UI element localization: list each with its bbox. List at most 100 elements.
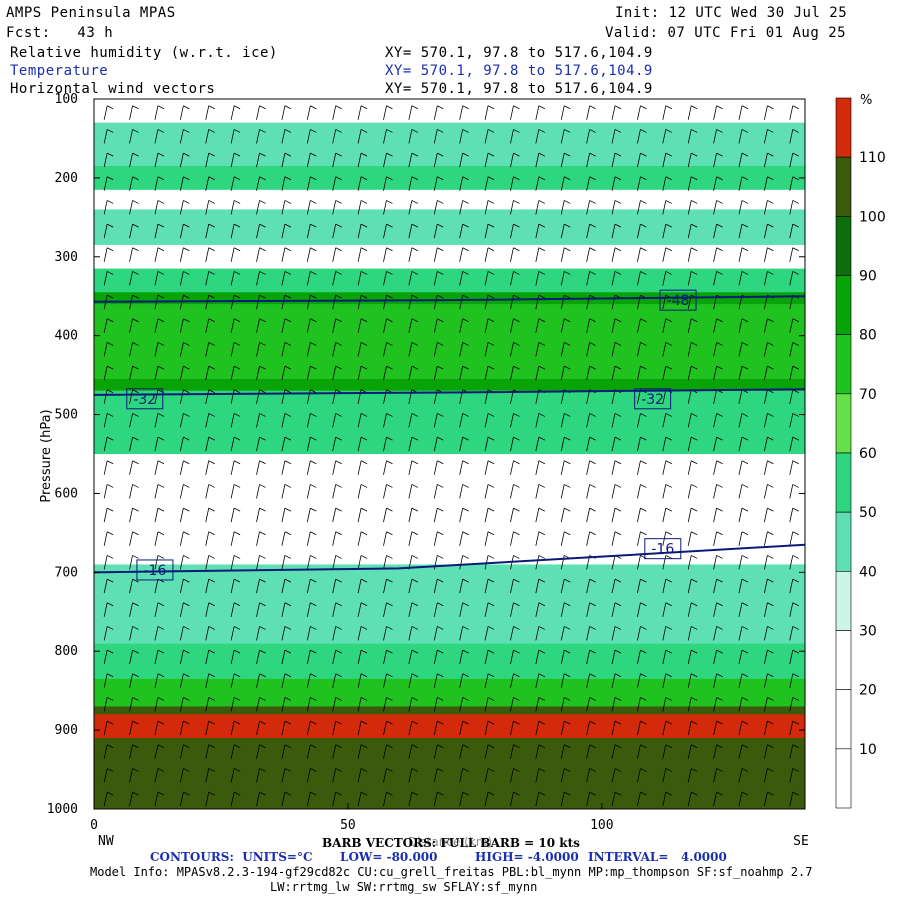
wind-barb bbox=[535, 744, 546, 759]
init-time: Init: 12 UTC Wed 30 Jul 25 bbox=[615, 5, 848, 21]
wind-barb bbox=[306, 460, 317, 475]
model-info: Model Info: MPASv8.2.3-194-gf29cd82c CU:… bbox=[90, 865, 813, 879]
wind-barb bbox=[205, 460, 215, 475]
barb-note: BARB VECTORS: FULL BARB = 10 kts bbox=[322, 836, 580, 850]
wind-barb bbox=[611, 626, 622, 641]
wind-barb bbox=[459, 507, 469, 523]
wind-barb bbox=[662, 555, 672, 570]
wind-barb bbox=[687, 578, 698, 594]
wind-barb bbox=[281, 649, 292, 665]
wind-barb bbox=[154, 720, 165, 736]
wind-barb bbox=[281, 176, 292, 191]
wind-barb bbox=[332, 649, 342, 665]
wind-barb bbox=[103, 744, 114, 759]
wind-barb bbox=[433, 744, 444, 759]
wind-barb bbox=[179, 555, 190, 570]
wind-barb bbox=[713, 129, 723, 144]
wind-barb bbox=[129, 365, 139, 381]
wind-barb bbox=[154, 507, 165, 523]
wind-barb bbox=[662, 697, 672, 712]
wind-barb bbox=[484, 626, 495, 641]
wind-barb bbox=[763, 460, 774, 475]
wind-barb bbox=[662, 342, 672, 357]
wind-barb bbox=[763, 697, 774, 712]
wind-barb bbox=[510, 791, 520, 807]
wind-barb bbox=[560, 768, 571, 783]
wind-barb bbox=[459, 271, 469, 286]
wind-barb bbox=[713, 436, 723, 452]
wind-barb bbox=[586, 413, 596, 428]
temperature-contour bbox=[94, 388, 805, 396]
colorbar-label: 40 bbox=[859, 564, 877, 580]
wind-barb bbox=[789, 176, 799, 191]
wind-barb bbox=[306, 768, 317, 783]
wind-barb bbox=[560, 531, 571, 546]
wind-barb bbox=[256, 223, 266, 239]
wind-barb bbox=[789, 318, 799, 333]
wind-barb bbox=[179, 507, 190, 523]
wind-barb bbox=[662, 744, 672, 759]
wind-barb bbox=[789, 152, 799, 168]
wind-barb bbox=[383, 342, 393, 357]
wind-barb bbox=[433, 673, 444, 688]
wind-barb bbox=[687, 105, 698, 120]
wind-barb bbox=[154, 223, 165, 239]
wind-barb bbox=[179, 247, 190, 262]
wind-barb bbox=[763, 152, 774, 168]
wind-barb bbox=[687, 531, 698, 546]
wind-barb bbox=[205, 223, 215, 239]
wind-barb bbox=[687, 484, 698, 499]
wind-barb bbox=[484, 649, 495, 665]
wind-barb bbox=[408, 626, 419, 641]
wind-barb bbox=[383, 626, 393, 641]
wind-barb bbox=[611, 365, 622, 381]
wind-barb bbox=[357, 413, 368, 428]
wind-barb bbox=[230, 223, 241, 239]
wind-barb bbox=[408, 720, 419, 736]
wind-barb bbox=[789, 105, 799, 120]
wind-barb bbox=[205, 673, 215, 688]
wind-barb bbox=[129, 413, 139, 428]
wind-barb bbox=[433, 223, 444, 239]
wind-barb bbox=[738, 342, 749, 357]
wind-barb bbox=[230, 413, 241, 428]
wind-barb bbox=[433, 318, 444, 333]
contour-label-box bbox=[634, 388, 672, 410]
wind-barb bbox=[103, 673, 114, 688]
wind-barb bbox=[205, 129, 215, 144]
wind-barb bbox=[281, 578, 292, 594]
wind-barb bbox=[535, 129, 546, 144]
wind-barb bbox=[205, 555, 215, 570]
wind-barb bbox=[687, 129, 698, 144]
wind-barb bbox=[738, 129, 749, 144]
wind-barb bbox=[560, 365, 571, 381]
wind-barb bbox=[383, 200, 393, 215]
wind-barb bbox=[637, 791, 647, 807]
wind-barb bbox=[129, 720, 139, 736]
wind-barb bbox=[256, 247, 266, 262]
wind-barb bbox=[281, 720, 292, 736]
wind-barb bbox=[763, 578, 774, 594]
field-xy-rh: XY= 570.1, 97.8 to 517.6,104.9 bbox=[385, 45, 653, 61]
wind-barb bbox=[357, 768, 368, 783]
wind-barb bbox=[484, 152, 495, 168]
wind-barb bbox=[230, 460, 241, 475]
wind-barb bbox=[332, 578, 342, 594]
wind-barb bbox=[637, 223, 647, 239]
wind-barb bbox=[179, 649, 190, 665]
contour-label: -16 bbox=[651, 542, 674, 558]
wind-barb bbox=[408, 768, 419, 783]
wind-barb bbox=[383, 271, 393, 286]
wind-barb bbox=[332, 318, 342, 333]
wind-barb bbox=[738, 555, 749, 570]
wind-barb bbox=[129, 673, 139, 688]
wind-barb bbox=[510, 697, 520, 712]
contour-label-box bbox=[644, 538, 682, 560]
wind-barb bbox=[459, 555, 469, 570]
wind-barb bbox=[408, 697, 419, 712]
wind-barb bbox=[332, 365, 342, 381]
wind-barb bbox=[510, 578, 520, 594]
wind-barb bbox=[103, 720, 114, 736]
colorbar-label: 10 bbox=[859, 742, 877, 758]
wind-barb bbox=[205, 720, 215, 736]
